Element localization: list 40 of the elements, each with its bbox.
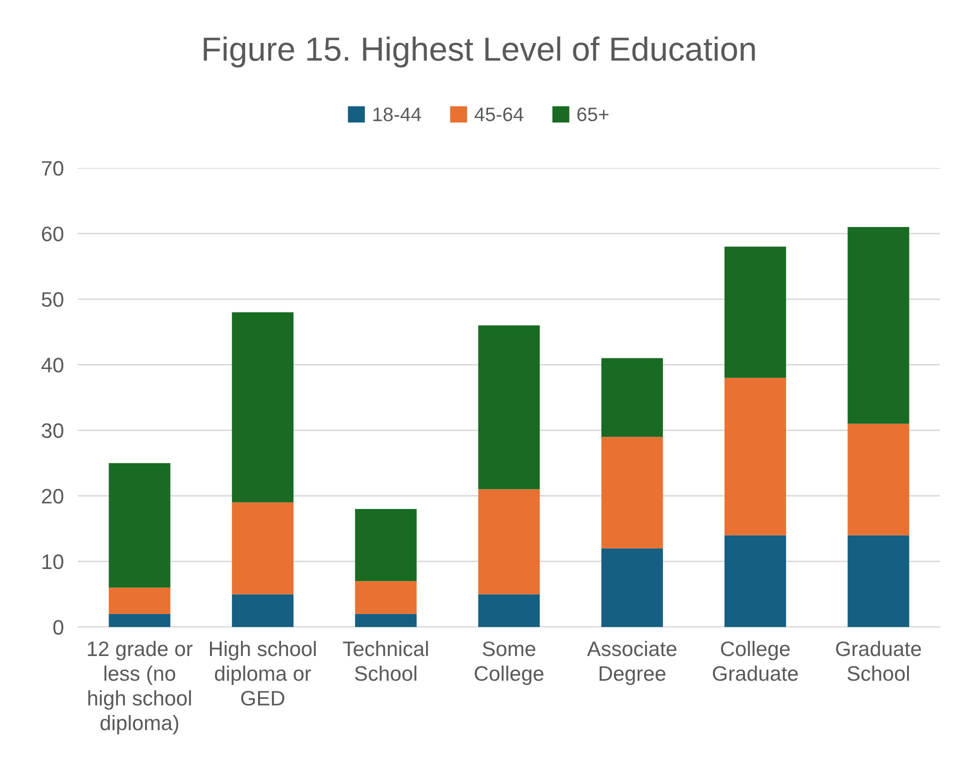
bar [355, 508, 417, 582]
x-tick-label: 12 grade or less (no high school diploma) [88, 640, 193, 734]
y-tick-label: 30 [42, 423, 64, 438]
bar [478, 489, 540, 594]
legend-label: 65+ [577, 108, 608, 122]
bar [724, 246, 786, 378]
bar [601, 548, 663, 627]
bar [601, 436, 663, 548]
y-tick-label: 10 [42, 554, 64, 570]
y-tick-label: 70 [42, 161, 64, 176]
x-tick-label: Associate Degree [587, 640, 676, 686]
bar [355, 614, 417, 627]
x-tick-label: High school diploma or GED [210, 640, 316, 706]
x-tick-label: Technical School [342, 640, 428, 681]
bar [724, 535, 786, 627]
bar [232, 594, 294, 627]
bar [108, 588, 170, 614]
bar [601, 358, 663, 437]
legend-label: 18-44 [373, 108, 422, 122]
bar [848, 424, 910, 536]
y-tick-label: 0 [53, 620, 64, 635]
y-tick-label: 20 [42, 488, 64, 504]
y-tick-label: 50 [42, 292, 64, 307]
bar [724, 378, 786, 536]
bar [848, 535, 910, 627]
x-tick-label: Graduate School [836, 640, 921, 681]
bar [355, 581, 417, 614]
legend-label: 45-64 [474, 108, 524, 122]
x-tick-label: College Graduate [712, 640, 798, 681]
bar [478, 594, 540, 627]
y-tick-label: 40 [41, 358, 64, 372]
bar [478, 325, 540, 490]
bar [108, 463, 170, 588]
bar [232, 312, 294, 502]
bar [108, 614, 170, 627]
bar [848, 227, 910, 424]
bar [232, 502, 294, 594]
chart-title: Figure 15. Highest Level of Education [204, 36, 755, 68]
y-tick-label: 60 [42, 226, 64, 242]
x-tick-label: Some College [474, 641, 544, 686]
